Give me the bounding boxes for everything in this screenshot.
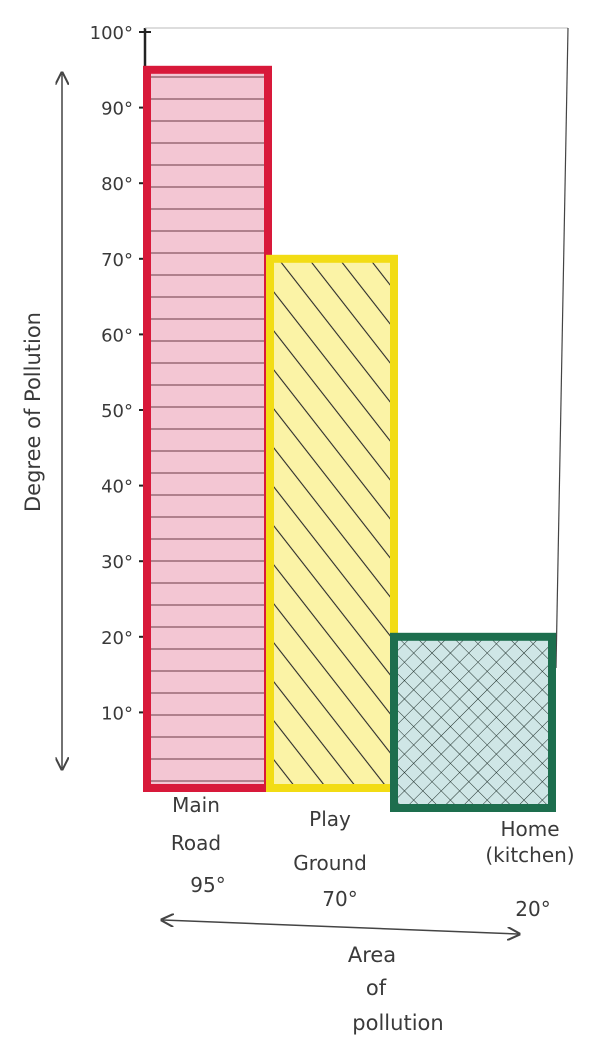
category-label: Play Ground bbox=[293, 807, 367, 875]
y-tick-label: 90° bbox=[101, 99, 133, 120]
y-tick-label: 10° bbox=[101, 703, 133, 724]
y-ticks: 10° 20° 30° 40° 50° 60° 70° 80° 90° 100° bbox=[90, 23, 151, 724]
y-tick-label: 40° bbox=[101, 477, 133, 498]
value-label: 20° bbox=[515, 897, 550, 921]
value-label: 95° bbox=[190, 873, 225, 897]
category-labels: Main Road 95° Play Ground 70° Home (kitchen) 20° bbox=[171, 793, 575, 921]
category-label: Home (kitchen) bbox=[485, 817, 574, 867]
y-tick-label: 60° bbox=[101, 325, 133, 346]
category-label: Main Road bbox=[171, 793, 221, 855]
bar-play-ground bbox=[266, 254, 398, 792]
bar-home-kitchen bbox=[390, 632, 556, 812]
y-axis-label: Degree of Pollution bbox=[21, 312, 45, 512]
x-axis-label: Area of pollution bbox=[348, 943, 444, 1035]
x-label-arrow bbox=[163, 920, 518, 934]
right-frame-line bbox=[555, 27, 569, 669]
y-tick-label: 100° bbox=[90, 23, 133, 44]
y-tick-label: 70° bbox=[101, 250, 133, 271]
y-tick-label: 80° bbox=[101, 174, 133, 195]
bars bbox=[143, 65, 556, 812]
bar-main-road bbox=[143, 65, 272, 793]
value-label: 70° bbox=[322, 887, 357, 911]
y-tick-label: 30° bbox=[101, 552, 133, 573]
y-tick-label: 50° bbox=[101, 401, 133, 422]
y-tick-label: 20° bbox=[101, 628, 133, 649]
